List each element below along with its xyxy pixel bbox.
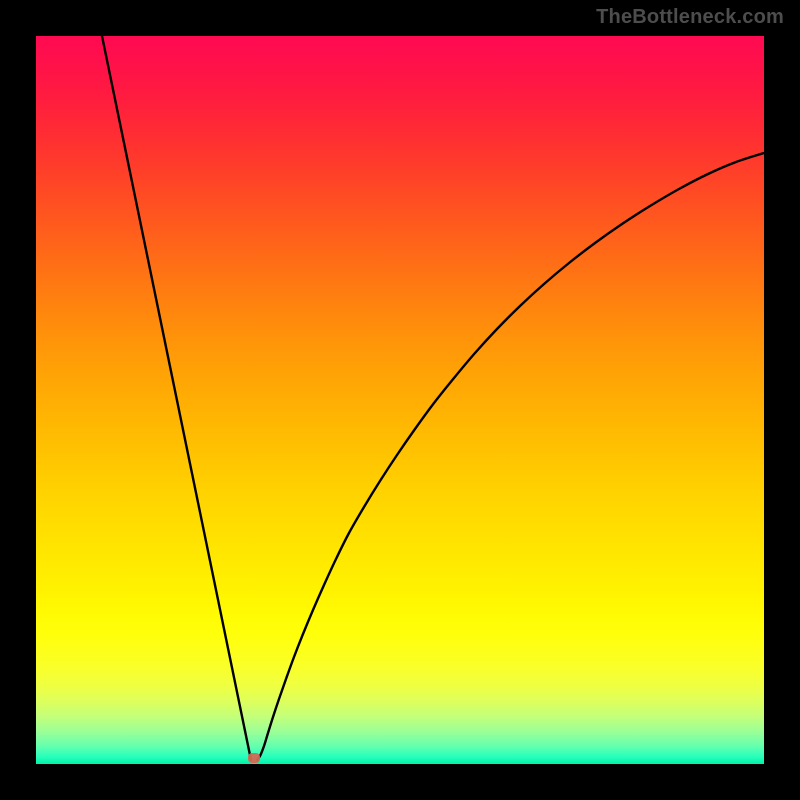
- chart-svg: [36, 36, 764, 764]
- plot-area: [36, 36, 764, 764]
- chart-background: [36, 36, 764, 764]
- watermark-text: TheBottleneck.com: [596, 6, 784, 29]
- minimum-marker: [248, 753, 260, 763]
